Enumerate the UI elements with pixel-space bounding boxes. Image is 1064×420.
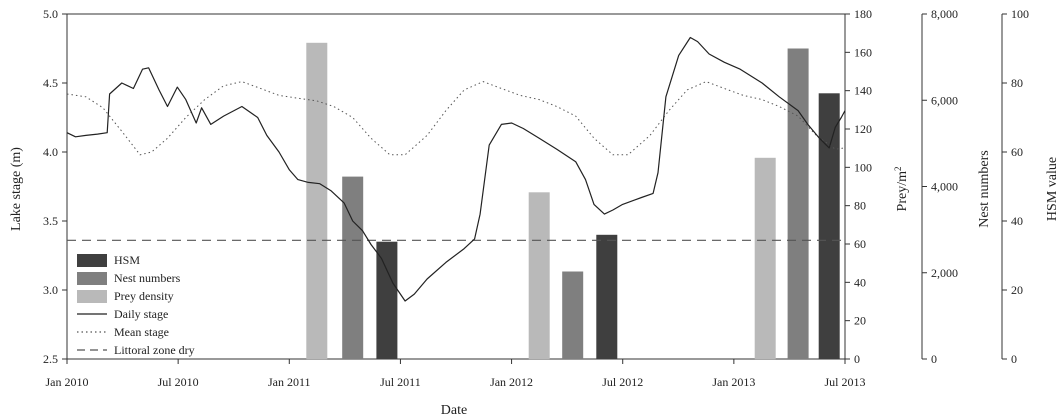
bars (306, 42, 840, 360)
prey-tick-label: 160 (854, 45, 872, 59)
legend-label-nest-numbers: Nest numbers (114, 271, 181, 285)
lake-stage-tick-label: 3.0 (43, 283, 58, 297)
x-tick-label: Jul 2010 (158, 375, 199, 389)
lake-stage-tick-label: 5.0 (43, 7, 58, 21)
prey-tick-label: 180 (854, 7, 872, 21)
legend-label-hsm: HSM (114, 253, 140, 267)
x-tick-label: Jan 2011 (268, 375, 311, 389)
hsm-tick-label: 0 (1011, 352, 1017, 366)
prey-tick-label: 120 (854, 122, 872, 136)
bar-hsm (818, 93, 840, 360)
axes: 2.5 3.0 3.5 4.0 4.5 5.0 Jan 2010 Jul 2010 Jan 20… (43, 7, 1029, 389)
bar-hsm (376, 241, 398, 359)
x-tick-label: Jul 2013 (824, 375, 865, 389)
legend-label-littoral-zone-dry: Littoral zone dry (114, 343, 195, 357)
legend-swatch-prey-density (77, 290, 107, 303)
prey-tick-label: 140 (854, 84, 872, 98)
x-tick-label: Jul 2012 (602, 375, 643, 389)
lake-stage-tick-label: 4.5 (43, 76, 58, 90)
bar-nest-numbers (342, 176, 364, 359)
nests-tick-label: 8,000 (931, 7, 958, 21)
nests-tick-label: 2,000 (931, 266, 958, 280)
prey-tick-label: 0 (854, 352, 860, 366)
hsm-tick-label: 100 (1011, 7, 1029, 21)
prey-axis-title: Prey/m2 (893, 167, 910, 212)
prey-tick-label: 40 (854, 275, 866, 289)
hsm-tick-label: 60 (1011, 145, 1023, 159)
daily-stage-line (66, 36, 846, 302)
hsm-tick-label: 80 (1011, 76, 1023, 90)
legend: HSM Nest numbers Prey density Daily stage Me… (77, 253, 195, 357)
x-tick-label: Jan 2010 (46, 375, 89, 389)
legend-label-mean-stage: Mean stage (114, 325, 169, 339)
prey-tick-label: 80 (854, 199, 866, 213)
lake-stage-tick-label: 2.5 (43, 352, 58, 366)
bar-prey-density (754, 157, 776, 360)
stage-lines (66, 36, 846, 302)
x-tick-label: Jan 2013 (712, 375, 755, 389)
prey-tick-label: 100 (854, 160, 872, 174)
plot-area (66, 13, 846, 360)
hsm-axis-title: HSM value (1045, 157, 1060, 221)
bar-nest-numbers (562, 271, 584, 359)
legend-label-daily-stage: Daily stage (114, 307, 168, 321)
legend-label-prey-density: Prey density (114, 289, 174, 303)
legend-swatch-nest-numbers (77, 272, 107, 285)
nest-axis-title: Nest numbers (977, 150, 992, 227)
bar-nest-numbers (787, 48, 809, 359)
mean-stage-line (66, 81, 846, 156)
lake-stage-tick-label: 3.5 (43, 214, 58, 228)
nests-tick-label: 0 (931, 352, 937, 366)
prey-tick-label: 60 (854, 237, 866, 251)
legend-swatch-hsm (77, 254, 107, 267)
x-tick-label: Jan 2012 (490, 375, 533, 389)
lake-stage-tick-label: 4.0 (43, 145, 58, 159)
lake-stage-axis-title: Lake stage (m) (9, 147, 24, 231)
bar-hsm (596, 234, 618, 359)
nests-tick-label: 4,000 (931, 180, 958, 194)
nests-tick-label: 6,000 (931, 93, 958, 107)
bar-prey-density (306, 42, 328, 360)
bar-prey-density (528, 192, 550, 360)
hsm-tick-label: 40 (1011, 214, 1023, 228)
prey-tick-label: 20 (854, 314, 866, 328)
x-tick-label: Jul 2011 (380, 375, 421, 389)
x-axis-title: Date (441, 403, 467, 418)
hsm-tick-label: 20 (1011, 283, 1023, 297)
plot-frame (66, 13, 846, 360)
